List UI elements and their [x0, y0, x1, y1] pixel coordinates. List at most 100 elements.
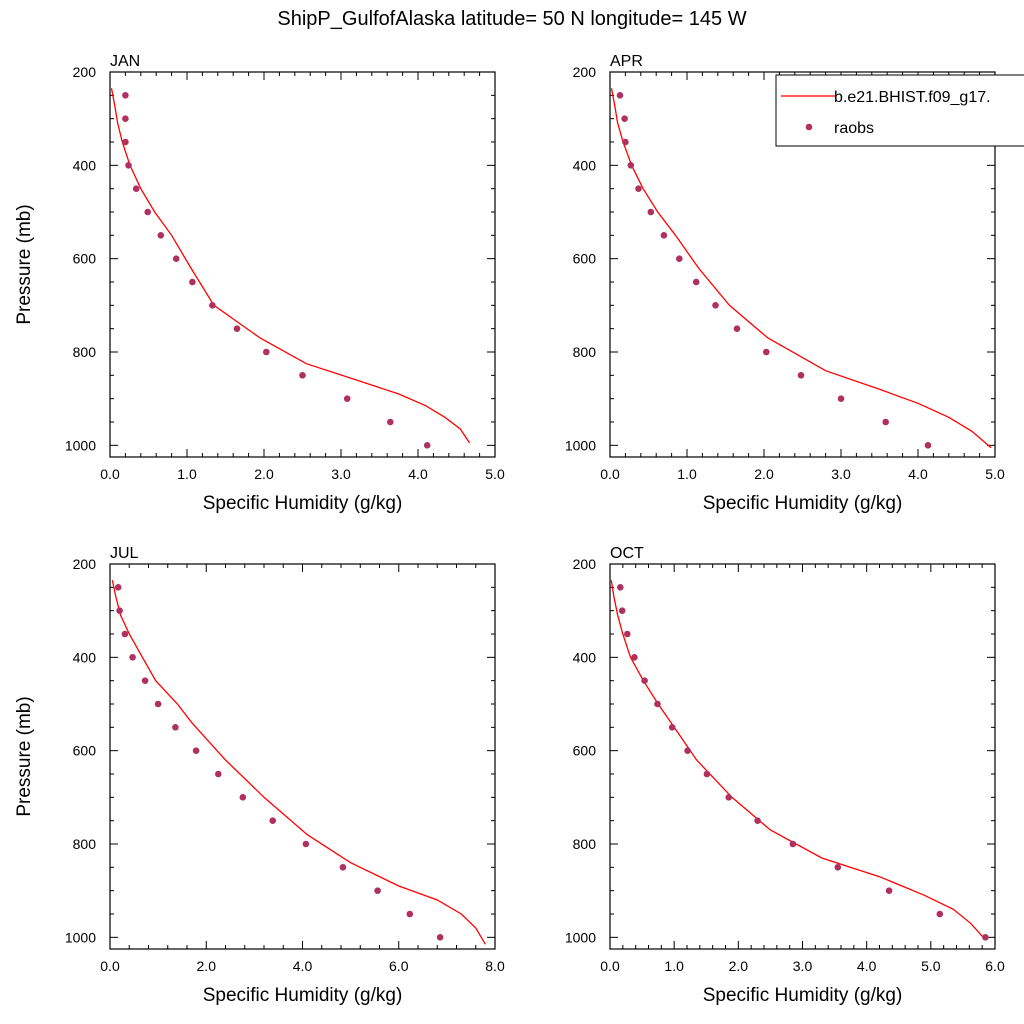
- x-tick-label: 6.0: [389, 958, 409, 974]
- x-axis-label: Specific Humidity (g/kg): [703, 985, 903, 1006]
- raobs-point: [692, 278, 700, 286]
- raobs-point: [936, 910, 944, 918]
- x-tick-label: 2.0: [197, 958, 217, 974]
- model-line: [610, 580, 986, 941]
- x-tick-label: 4.0: [908, 466, 928, 482]
- raobs-point: [684, 747, 691, 754]
- raobs-point: [157, 232, 165, 239]
- raobs-point: [121, 630, 129, 638]
- x-tick-label: 3.0: [331, 466, 351, 482]
- y-tick-label: 200: [573, 64, 597, 80]
- raobs-point: [754, 817, 761, 824]
- x-axis-label: Specific Humidity (g/kg): [203, 493, 403, 514]
- panel-title: JAN: [110, 53, 140, 70]
- y-tick-label: 400: [73, 649, 97, 665]
- model-line: [110, 88, 471, 444]
- x-tick-label: 6.0: [985, 958, 1005, 974]
- raobs-point: [885, 887, 893, 894]
- panel-title: JUL: [110, 545, 139, 562]
- raobs-point: [132, 185, 140, 192]
- raobs-point: [189, 278, 196, 286]
- raobs-point: [215, 770, 222, 778]
- raobs-point: [192, 747, 200, 754]
- y-tick-label: 200: [573, 556, 597, 572]
- y-tick-label: 200: [73, 556, 97, 572]
- raobs-point: [924, 442, 932, 449]
- x-axis-label: Specific Humidity (g/kg): [703, 493, 903, 514]
- y-tick-label: 400: [73, 157, 97, 173]
- raobs-point: [616, 92, 624, 99]
- plot-frame: [609, 563, 996, 950]
- raobs-point: [622, 138, 629, 146]
- model-line: [610, 88, 992, 449]
- y-tick-label: 1000: [565, 929, 596, 945]
- raobs-point: [789, 840, 797, 848]
- raobs-point: [763, 348, 770, 356]
- legend: b.e21.BHIST.f09_g17.raobs: [775, 74, 1024, 147]
- panel-jan: JAN 0.0 1.0 2.0 3.0 4.0 5.0 200 400 600 800 1000 Spe…: [14, 53, 505, 514]
- raobs-point: [436, 934, 444, 941]
- y-tick-label: 1000: [65, 929, 96, 945]
- legend-obs-label: raobs: [834, 120, 874, 137]
- raobs-point: [122, 138, 129, 146]
- raobs-point: [302, 840, 310, 848]
- x-tick-label: 0.0: [100, 466, 120, 482]
- y-tick-label: 800: [73, 836, 97, 852]
- y-tick-label: 800: [573, 344, 597, 360]
- y-tick-label: 400: [573, 157, 597, 173]
- legend-model-label: b.e21.BHIST.f09_g17.: [834, 89, 991, 106]
- raobs-point: [641, 677, 648, 684]
- plot-frame: [109, 563, 496, 950]
- raobs-point: [712, 302, 719, 309]
- x-tick-label: 3.0: [831, 466, 851, 482]
- y-tick-label: 800: [73, 344, 97, 360]
- y-tick-label: 600: [73, 251, 97, 267]
- panel-jul: JUL 0.0 2.0 4.0 6.0 8.0 200 400 600 800 1000 Specif…: [14, 545, 505, 1006]
- y-tick-label: 200: [73, 64, 97, 80]
- raobs-point: [263, 348, 270, 356]
- raobs-point: [141, 677, 149, 684]
- raobs-point: [627, 162, 635, 169]
- y-tick-label: 800: [573, 836, 597, 852]
- raobs-point: [122, 92, 129, 99]
- raobs-point: [797, 372, 805, 379]
- raobs-point: [725, 794, 732, 801]
- x-tick-label: 5.0: [985, 466, 1005, 482]
- raobs-point: [387, 418, 394, 426]
- x-tick-label: 8.0: [485, 958, 505, 974]
- panel-title: OCT: [610, 545, 644, 562]
- x-axis-label: Specific Humidity (g/kg): [203, 985, 403, 1006]
- raobs-point: [617, 584, 624, 591]
- y-tick-label: 600: [573, 743, 597, 759]
- raobs-point: [837, 395, 845, 403]
- raobs-point: [144, 208, 151, 216]
- x-tick-label: 0.0: [600, 466, 620, 482]
- raobs-point: [621, 115, 628, 122]
- x-tick-label: 2.0: [754, 466, 774, 482]
- raobs-point: [374, 887, 381, 894]
- raobs-point: [654, 700, 661, 708]
- raobs-point: [676, 255, 683, 262]
- raobs-point: [129, 654, 136, 661]
- figure-title: ShipP_GulfofAlaska latitude= 50 N longit…: [277, 8, 746, 30]
- x-tick-label: 0.0: [600, 958, 620, 974]
- x-tick-label: 1.0: [677, 466, 697, 482]
- raobs-point: [125, 162, 132, 169]
- raobs-point: [154, 700, 162, 708]
- raobs-point: [339, 864, 347, 871]
- x-tick-label: 0.0: [100, 958, 120, 974]
- raobs-point: [631, 654, 638, 661]
- raobs-point: [882, 418, 889, 426]
- raobs-point: [239, 794, 247, 801]
- x-tick-label: 4.0: [857, 958, 877, 974]
- raobs-point: [116, 607, 123, 614]
- y-axis-label: Pressure (mb): [14, 696, 35, 816]
- y-tick-label: 1000: [65, 437, 96, 453]
- x-tick-label: 3.0: [793, 958, 813, 974]
- x-tick-label: 5.0: [485, 466, 505, 482]
- raobs-point: [660, 232, 668, 239]
- panel-oct: OCT 0.0 1.0 2.0 3.0 4.0 5.0 6.0 200 400 600 800 1000…: [565, 545, 1005, 1006]
- raobs-point: [233, 325, 241, 333]
- y-tick-label: 600: [73, 743, 97, 759]
